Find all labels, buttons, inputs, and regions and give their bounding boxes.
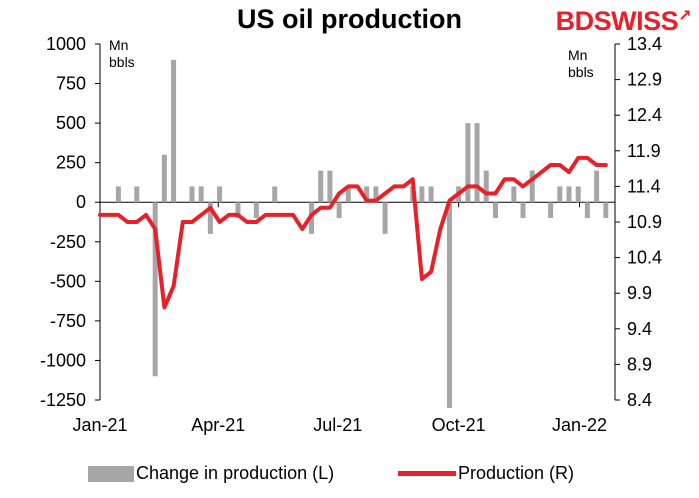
legend-swatch-bars — [88, 465, 134, 482]
production-change-bar — [327, 170, 333, 203]
right-axis-unit: Mn bbls — [568, 47, 594, 81]
production-change-bar — [594, 170, 600, 203]
left-axis-tick-label: 750 — [56, 74, 86, 94]
left-axis-tick-label: -500 — [50, 271, 86, 291]
production-change-bar — [217, 186, 223, 203]
left-axis-tick-label: -250 — [50, 232, 86, 252]
x-axis-tick-label: Apr-21 — [191, 415, 245, 435]
production-change-bar — [382, 202, 388, 234]
left-axis-tick-label: -1250 — [40, 390, 86, 410]
left-axis-unit: Mn bbls — [109, 37, 135, 71]
right-axis-tick-label: 8.4 — [627, 390, 652, 410]
right-axis-tick-label: 11.4 — [627, 176, 661, 196]
right-axis-tick-label: 9.9 — [627, 283, 652, 303]
right-axis-tick-label: 12.4 — [627, 105, 662, 125]
production-change-bar — [566, 186, 572, 203]
production-change-bar — [134, 186, 140, 203]
production-change-bar — [465, 123, 471, 203]
right-axis-unit-line-2: bbls — [568, 64, 594, 80]
production-change-bar — [171, 59, 177, 203]
brand-part-1: BD — [555, 6, 595, 36]
production-line — [98, 155, 608, 310]
production-change-bar — [575, 186, 581, 203]
production-change-bar — [345, 186, 351, 203]
left-axis-unit-line-1: Mn — [109, 37, 129, 53]
production-change-bar — [115, 186, 121, 203]
left-axis-tick-label: -750 — [50, 311, 86, 331]
x-axis-tick-label: Jan-21 — [72, 415, 127, 435]
production-change-bar — [373, 186, 379, 203]
production-change-bar — [419, 186, 425, 203]
right-axis-tick-label: 10.4 — [627, 248, 662, 268]
legend-item-bars: Change in production (L) — [88, 463, 334, 484]
legend: Change in production (L) Production (R) — [0, 463, 699, 493]
right-axis-tick-label: 12.9 — [627, 70, 662, 90]
left-axis-tick-label: -1000 — [40, 350, 86, 370]
production-change-bar — [336, 202, 342, 219]
production-change-bar — [446, 202, 452, 408]
production-change-bar — [198, 186, 204, 203]
right-axis-tick-label: 9.4 — [627, 319, 652, 339]
chart-area: 1000 750 500 250 0 -250 -500 -750 -1000 -1250 13.4… — [40, 34, 662, 435]
production-change-bar — [235, 202, 241, 219]
production-change-bar — [520, 202, 526, 219]
production-change-bar — [557, 186, 563, 203]
brand-part-2: SWISS — [593, 6, 679, 36]
right-axis-tick-label: 8.9 — [627, 354, 652, 374]
left-axis-tick-label: 0 — [76, 192, 86, 212]
x-axis-tick-label: Jul-21 — [313, 415, 362, 435]
production-change-bar — [492, 202, 498, 219]
legend-label-bars: Change in production (L) — [136, 463, 335, 483]
production-change-bar — [529, 170, 535, 203]
left-axis-tick-label: 500 — [56, 113, 86, 133]
production-change-bar — [189, 186, 195, 203]
production-change-bar — [318, 170, 324, 203]
production-change-bar — [364, 186, 370, 203]
production-change-bar — [161, 154, 167, 203]
legend-item-line: Production (R) — [398, 463, 574, 484]
x-axis-tick-label: Oct-21 — [432, 415, 486, 435]
left-axis-tick-label: 1000 — [46, 34, 86, 54]
right-axis-tick-label: 13.4 — [627, 34, 662, 54]
production-change-bar — [253, 202, 259, 219]
legend-label-line: Production (R) — [458, 463, 575, 483]
right-axis-unit-line-1: Mn — [568, 47, 588, 63]
production-change-bar — [428, 186, 434, 203]
x-axis-tick-label: Jan-22 — [552, 415, 607, 435]
production-change-bar — [483, 170, 489, 203]
right-axis-tick-label: 10.9 — [627, 212, 662, 232]
production-change-bar — [584, 202, 590, 219]
brand-arrow-icon: ↗ — [678, 8, 691, 25]
brand-logo: BDSWISS↗ — [555, 6, 692, 37]
production-change-bar — [152, 202, 158, 377]
production-change-bar — [548, 202, 554, 219]
production-change-bar — [272, 186, 278, 203]
production-change-bar — [207, 202, 213, 234]
left-axis-unit-line-2: bbls — [109, 54, 135, 70]
chart-title: US oil production — [237, 4, 462, 34]
legend-swatch-line — [398, 471, 456, 476]
production-change-bar — [603, 202, 609, 219]
right-axis-tick-label: 11.9 — [627, 141, 661, 161]
production-change-bar — [474, 123, 480, 203]
left-axis-tick-label: 250 — [56, 153, 86, 173]
production-change-bar — [511, 186, 517, 203]
